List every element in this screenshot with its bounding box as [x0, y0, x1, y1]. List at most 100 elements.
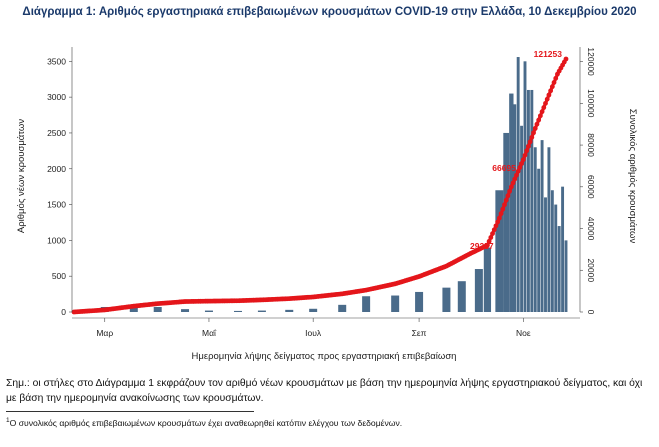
cumulative-point — [546, 92, 552, 98]
chart-note: Σημ.: οι στήλες στο Διάγραμμα 1 εκφράζου… — [6, 378, 643, 404]
y-left-tick-label: 1500 — [47, 200, 66, 210]
cumulative-annotation: 121253 — [534, 49, 563, 59]
daily-bar — [415, 291, 424, 312]
cumulative-point — [531, 130, 536, 136]
cumulative-point — [488, 235, 494, 240]
daily-bar — [520, 125, 524, 312]
x-tick-label: Ιουλ — [305, 328, 322, 338]
cumulative-point — [510, 180, 516, 186]
cumulative-point — [563, 56, 569, 62]
y-axis-right-label: Συνολικός αριθμός κρουσμάτων — [627, 109, 638, 244]
daily-bar — [442, 287, 451, 312]
daily-bar — [495, 190, 504, 312]
cumulative-point — [549, 84, 555, 90]
daily-bar — [234, 310, 242, 312]
cumulative-point — [536, 117, 542, 123]
cumulative-point — [527, 139, 533, 145]
covid-cases-chart: 29257 66695 121253 0 500 1000 1500 2000 2500 300… — [16, 47, 638, 362]
x-axis-label: Ημερομηνία λήψης δείγματος προς εργαστηρ… — [192, 351, 457, 362]
x-tick-label: Νοε — [516, 328, 531, 338]
daily-bar — [561, 186, 565, 312]
daily-bar — [181, 309, 190, 312]
y-right-tick-label: 20000 — [586, 258, 596, 282]
cumulative-point — [500, 206, 506, 212]
y-left-tick-label: 3500 — [47, 56, 66, 66]
cumulative-point — [485, 242, 490, 248]
cumulative-point — [519, 161, 524, 166]
cumulative-point — [541, 105, 547, 110]
y-left-tick-label: 3000 — [47, 92, 66, 102]
daily-bar — [547, 147, 551, 312]
cumulative-point — [551, 80, 557, 85]
footnote: 1Ο συνολικός αριθμός επιβεβαιωμένων κρου… — [6, 417, 402, 428]
footnote-text: Ο συνολικός αριθμός επιβεβαιωμένων κρουσ… — [9, 417, 403, 428]
daily-bar — [516, 57, 520, 313]
chart-title: Διάγραμμα 1: Αριθμός εργαστηριακά επιβεβ… — [22, 6, 637, 18]
cumulative-point — [532, 125, 538, 131]
x-tick-label: Μαρ — [96, 328, 113, 338]
cumulative-point — [553, 75, 559, 81]
daily-bar — [457, 281, 466, 312]
cumulative-point — [505, 193, 511, 199]
cumulative-point — [512, 176, 518, 182]
daily-bar — [530, 89, 534, 312]
cumulative-annotation: 66695 — [492, 163, 516, 173]
cumulative-point — [534, 121, 540, 127]
cumulative-point — [537, 113, 543, 119]
y-right-tick-label: 60000 — [586, 175, 596, 199]
daily-bar — [537, 168, 541, 312]
daily-bar — [204, 310, 213, 312]
cumulative-curve — [72, 57, 568, 314]
footnote-divider — [6, 411, 254, 412]
cumulative-point — [517, 165, 523, 170]
y-right-tick-label: 0 — [586, 310, 596, 315]
y-left-tick-label: 500 — [52, 271, 66, 281]
cumulative-point — [520, 157, 526, 163]
daily-bar — [526, 89, 530, 312]
daily-bars — [76, 57, 568, 313]
cumulative-point — [486, 238, 492, 244]
daily-bar — [554, 204, 558, 312]
cumulative-point — [514, 172, 519, 178]
footnote-marker: 1 — [6, 417, 10, 424]
daily-bar — [153, 306, 162, 312]
y-left-tick-label: 1000 — [47, 235, 66, 245]
cumulative-point — [496, 215, 502, 221]
cumulative-point — [526, 143, 531, 149]
y-left-tick-label: 2000 — [47, 164, 66, 174]
cumulative-point — [544, 96, 550, 102]
daily-bar — [557, 226, 561, 312]
daily-bar — [544, 197, 547, 312]
daily-bar — [540, 140, 544, 312]
y-right-tick-label: 80000 — [586, 133, 596, 157]
daily-bar — [474, 269, 483, 312]
cumulative-point — [491, 227, 497, 233]
cumulative-point — [507, 188, 513, 194]
cumulative-point — [522, 152, 528, 158]
daily-bar — [533, 147, 537, 312]
y-left-tick-label: 2500 — [47, 128, 66, 138]
axis-labels: Αριθμός νέων κρουσμάτων Συνολικός αριθμό… — [16, 109, 638, 362]
y-axis-left-label: Αριθμός νέων κρουσμάτων — [16, 119, 27, 233]
daily-bar — [391, 295, 400, 312]
daily-bar — [338, 304, 347, 312]
daily-bar — [564, 240, 568, 312]
cumulative-point — [503, 197, 509, 203]
daily-bar — [503, 132, 510, 312]
daily-bar — [483, 247, 492, 312]
cumulative-point — [524, 148, 530, 154]
cumulative-point — [543, 100, 548, 106]
daily-bar — [285, 309, 294, 312]
y-right-tick-label: 100000 — [586, 89, 596, 118]
cumulative-point — [490, 231, 495, 237]
daily-bar — [523, 61, 527, 312]
cumulative-point — [495, 219, 501, 225]
axes: 0 500 1000 1500 2000 2500 3000 3500 0 20000 40000 6… — [47, 47, 596, 338]
cumulative-point — [493, 223, 499, 229]
cumulative-point — [515, 168, 521, 174]
cumulative-line: 29257 66695 121253 — [71, 49, 569, 315]
y-right-tick-label: 40000 — [586, 217, 596, 241]
x-tick-label: Μαΐ — [202, 328, 217, 338]
y-right-tick-label: 120000 — [586, 47, 596, 76]
daily-bar — [257, 310, 266, 312]
